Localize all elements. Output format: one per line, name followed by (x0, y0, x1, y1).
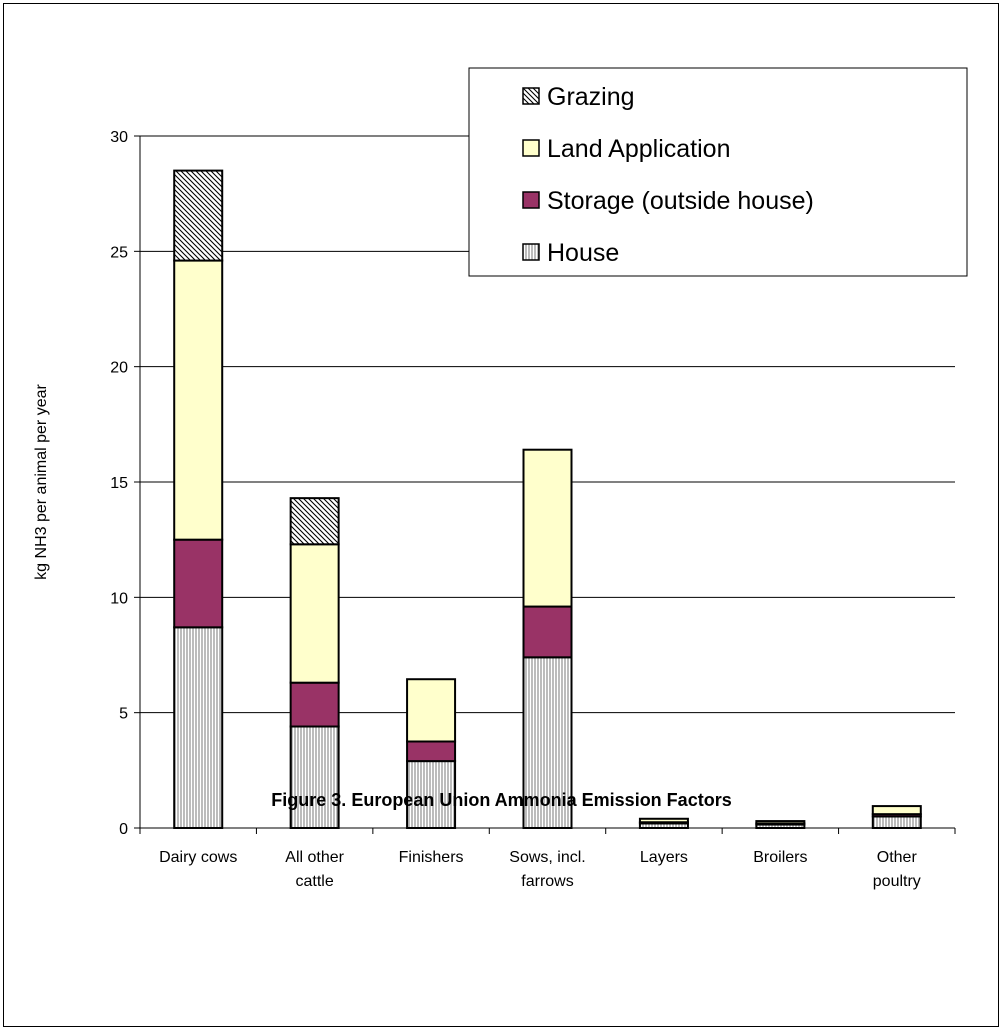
x-tick-label: Other poultry (873, 849, 921, 890)
bar-segment-land-application (173, 259, 224, 541)
legend-label: House (547, 239, 619, 267)
figure-caption: Figure 3. European Union Ammonia Emissio… (271, 790, 732, 810)
x-tick-label: Sows, incl. farrows (509, 849, 585, 890)
y-tick-label: 10 (110, 590, 128, 607)
legend-swatch-storage-outside-house (522, 191, 540, 209)
bar-segment-house (289, 725, 340, 829)
y-axis-label: kg NH3 per animal per year (33, 384, 50, 580)
legend-label: Grazing (547, 83, 635, 111)
bars (173, 169, 922, 830)
legend-label: Storage (outside house) (547, 187, 814, 215)
x-tick-labels: Dairy cows All other cattle Finishers Sows, … (159, 849, 921, 890)
bar-segment-storage-outside-house (406, 740, 457, 763)
y-tick-label: 0 (119, 821, 128, 838)
bar-segment-land-application (755, 820, 806, 825)
legend-label: Land Application (547, 135, 730, 163)
legend-swatch-land-application (522, 139, 540, 157)
y-tick-labels: 0 5 10 15 20 25 30 (110, 129, 128, 838)
x-tick-label: Dairy cows (159, 849, 237, 866)
bar-segment-house (871, 815, 922, 830)
chart-frame (3, 3, 999, 1027)
bar-segment-storage-outside-house (522, 605, 573, 659)
y-tick-label: 5 (119, 706, 128, 723)
bar-segment-land-application (638, 817, 689, 824)
legend-box (468, 67, 968, 277)
bar-segment-land-application (871, 805, 922, 816)
bar-segment-house (173, 626, 224, 829)
x-tick-label: Broilers (753, 849, 807, 866)
bar-segment-storage-outside-house (289, 681, 340, 728)
y-tick-label: 30 (110, 129, 128, 146)
bar-segment-grazing (289, 497, 340, 546)
legend-swatch-grazing (522, 87, 540, 105)
y-tick-label: 25 (110, 244, 128, 261)
x-tick-label: Finishers (399, 849, 464, 866)
bar-segment-land-application (289, 543, 340, 684)
legend: Grazing Land Application Storage (outside … (468, 67, 968, 277)
legend-swatch-house (522, 243, 540, 261)
y-tick-label: 20 (110, 360, 128, 377)
bar-segment-grazing (173, 169, 224, 262)
bar-segment-land-application (406, 678, 457, 743)
bar-segment-house (406, 760, 457, 830)
y-tick-label: 15 (110, 475, 128, 492)
bar-segment-land-application (522, 448, 573, 608)
x-tick-label: Layers (640, 849, 688, 866)
x-tick-label: All other cattle (285, 849, 344, 890)
bar-segment-storage-outside-house (173, 538, 224, 629)
